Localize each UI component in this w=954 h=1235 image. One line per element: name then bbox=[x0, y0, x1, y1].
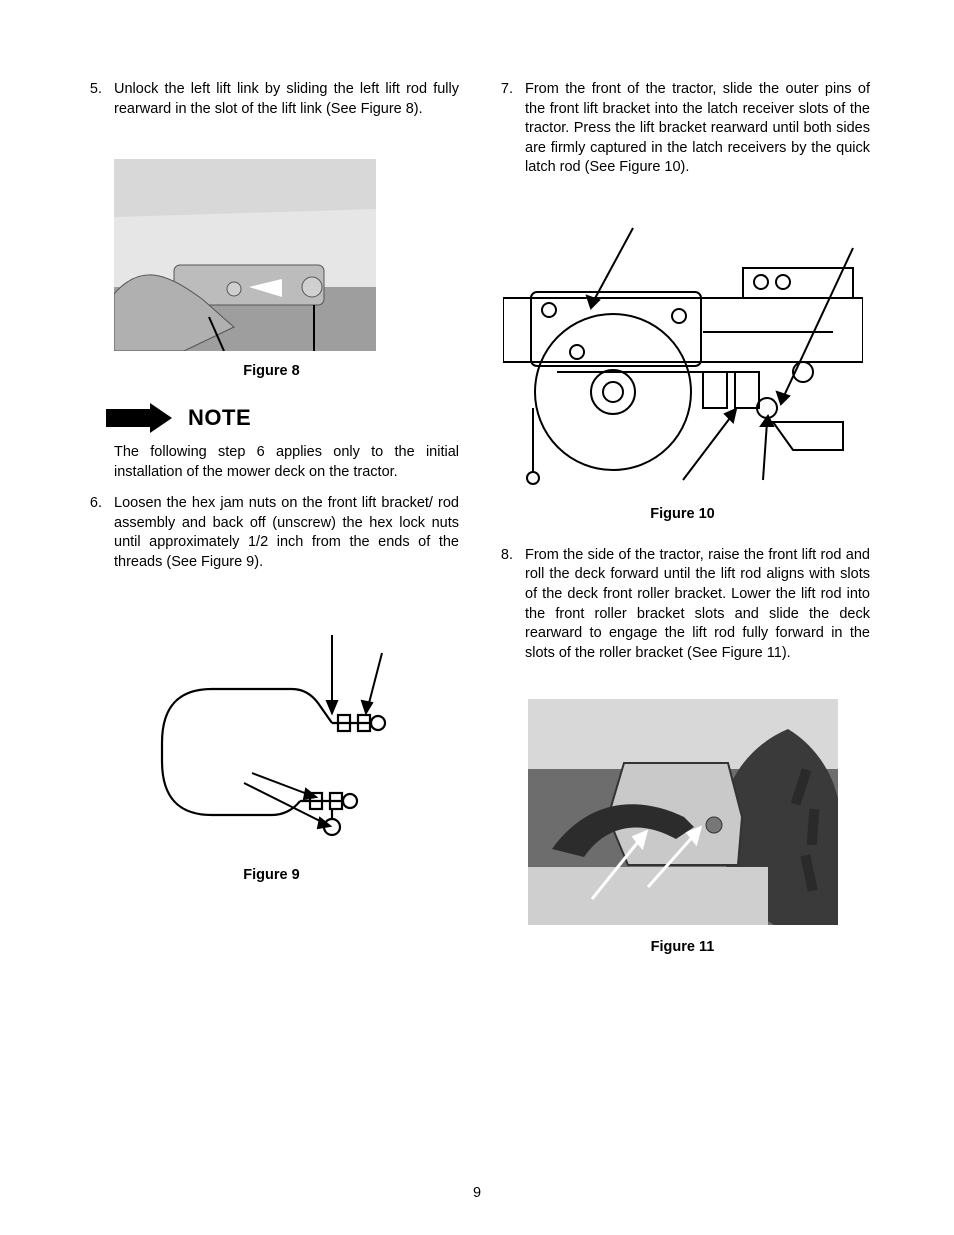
figure-9-image bbox=[132, 623, 392, 853]
figure-10-image bbox=[503, 222, 863, 492]
note-block: NOTE bbox=[106, 403, 459, 433]
figure-11-caption: Figure 11 bbox=[495, 939, 870, 955]
figure-9-caption: Figure 9 bbox=[84, 867, 459, 883]
note-arrow-icon bbox=[106, 403, 174, 433]
step-text: Loosen the hex jam nuts on the front lif… bbox=[114, 494, 459, 572]
step-text: Unlock the left lift link by sliding the… bbox=[114, 80, 459, 119]
left-column: 5. Unlock the left lift link by sliding … bbox=[84, 80, 459, 979]
step-5: 5. Unlock the left lift link by sliding … bbox=[84, 80, 459, 119]
note-text: The following step 6 applies only to the… bbox=[114, 443, 459, 482]
step-text: From the front of the tractor, slide the… bbox=[525, 80, 870, 178]
step-text: From the side of the tractor, raise the … bbox=[525, 546, 870, 663]
step-number: 8. bbox=[495, 546, 525, 663]
step-number: 5. bbox=[84, 80, 114, 119]
step-number: 7. bbox=[495, 80, 525, 178]
figure-8-image bbox=[114, 159, 376, 351]
page-number: 9 bbox=[0, 1185, 954, 1201]
note-label: NOTE bbox=[188, 405, 251, 431]
step-6: 6. Loosen the hex jam nuts on the front … bbox=[84, 494, 459, 572]
figure-11-image bbox=[528, 699, 838, 925]
figure-10-caption: Figure 10 bbox=[495, 506, 870, 522]
step-7: 7. From the front of the tractor, slide … bbox=[495, 80, 870, 178]
right-column: 7. From the front of the tractor, slide … bbox=[495, 80, 870, 979]
figure-8-caption: Figure 8 bbox=[84, 363, 459, 379]
step-8: 8. From the side of the tractor, raise t… bbox=[495, 546, 870, 663]
step-number: 6. bbox=[84, 494, 114, 572]
page-content: 5. Unlock the left lift link by sliding … bbox=[0, 0, 954, 1019]
